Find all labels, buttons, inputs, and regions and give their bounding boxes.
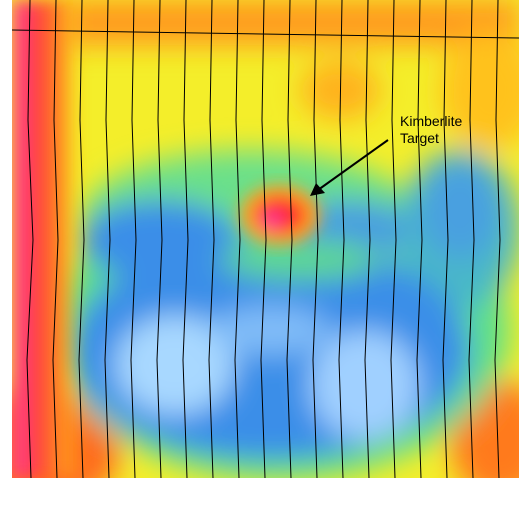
annotation-text: Target <box>400 130 439 146</box>
annotation-text: Kimberlite <box>400 113 462 129</box>
heatmap <box>0 0 521 506</box>
survey-map: Kimberlite Target <box>0 0 521 506</box>
page: Kimberlite Target (() => { const data = … <box>0 0 521 506</box>
